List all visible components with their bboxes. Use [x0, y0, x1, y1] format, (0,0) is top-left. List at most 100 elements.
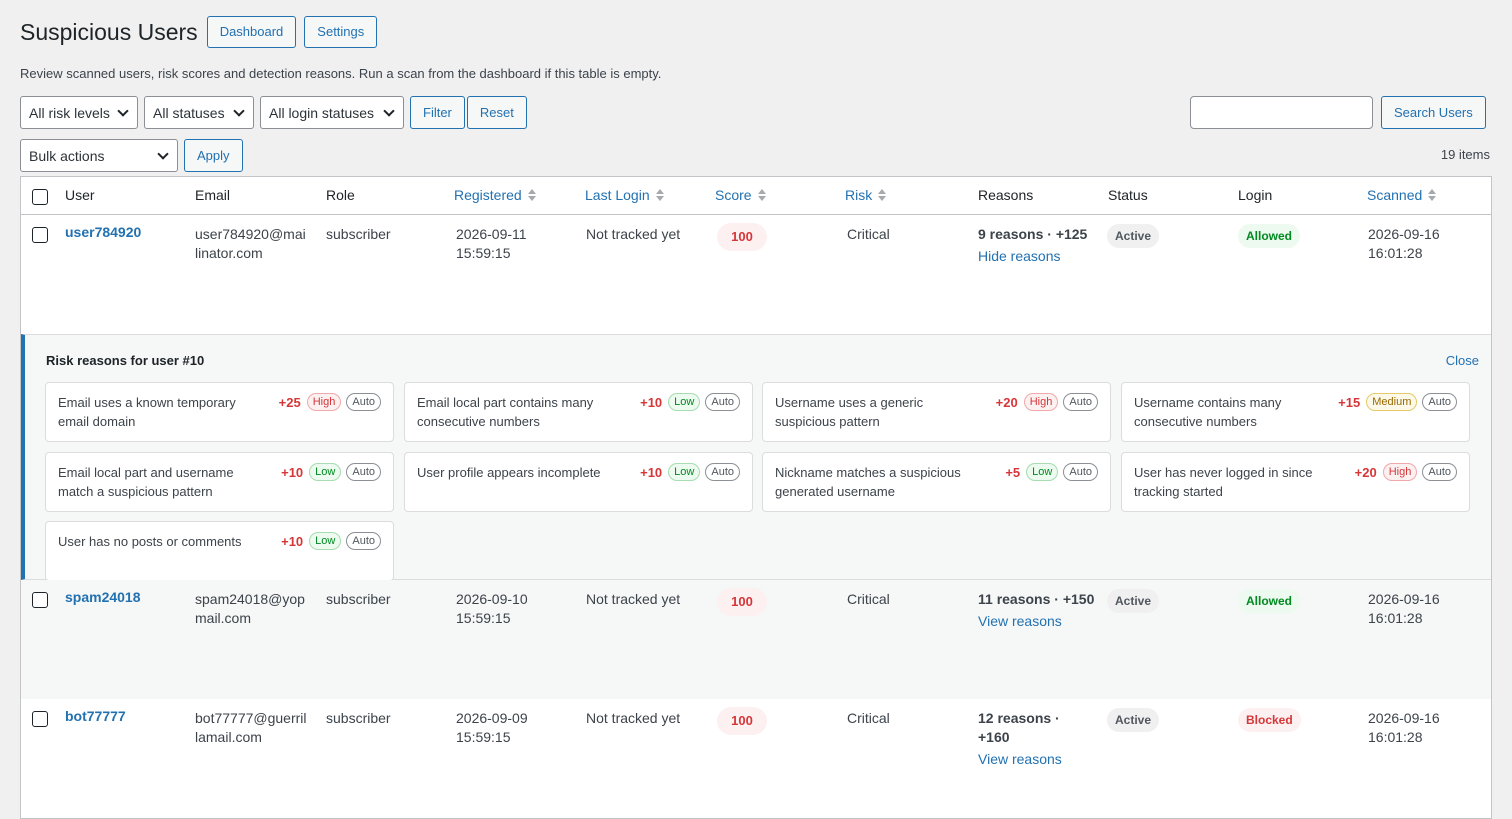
- reset-button[interactable]: Reset: [466, 96, 527, 129]
- auto-badge: Auto: [346, 463, 381, 481]
- reason-text: User has no posts or comments: [58, 534, 242, 549]
- user-link[interactable]: spam24018: [65, 589, 141, 605]
- chevron-down-icon: [233, 104, 245, 117]
- reasons-summary: 11 reasons · +150: [978, 591, 1095, 607]
- severity-badge: Low: [668, 393, 701, 411]
- table-row: spam24018 spam24018@yop mail.com subscri…: [21, 580, 1491, 699]
- role-cell: subscriber: [326, 226, 391, 242]
- reason-meta: +20 High Auto: [1355, 463, 1457, 481]
- reason-points: +20: [1354, 464, 1377, 480]
- reason-card: User has no posts or comments +10 Low Auto: [45, 521, 394, 581]
- reason-text: Email local part and username match a su…: [58, 465, 234, 499]
- user-link[interactable]: bot77777: [65, 708, 126, 724]
- view-reasons-link[interactable]: View reasons: [978, 613, 1062, 629]
- filter-button[interactable]: Filter: [410, 96, 465, 129]
- reason-points: +10: [640, 394, 663, 410]
- reason-card: Username contains many consecutive numbe…: [1121, 382, 1470, 442]
- reason-points: +10: [281, 533, 304, 549]
- search-users-button[interactable]: Search Users: [1381, 96, 1486, 129]
- reason-card: User has never logged in since tracking …: [1121, 452, 1470, 512]
- status-select[interactable]: All statuses: [144, 96, 254, 129]
- severity-badge: High: [1023, 393, 1059, 411]
- severity-badge: Medium: [1366, 393, 1418, 411]
- login-badge: Allowed: [1238, 589, 1301, 613]
- auto-badge: Auto: [705, 463, 740, 481]
- row-checkbox[interactable]: [32, 227, 48, 243]
- reason-card: User profile appears incomplete +10 Low Aut…: [404, 452, 753, 512]
- registered-date: 2026-09-11: [456, 226, 527, 242]
- registered-cell: 2026-09-11 15:59:15: [456, 225, 527, 263]
- bulk-actions-select[interactable]: Bulk actions: [20, 139, 178, 172]
- col-registered-label: Registered: [454, 187, 522, 203]
- sort-icon: [757, 189, 766, 201]
- reason-text: Email uses a known temporary email domai…: [58, 395, 236, 429]
- status-badge: Active: [1107, 224, 1160, 248]
- chevron-down-icon: [157, 147, 169, 160]
- filters-bar: All risk levels All statuses All login s…: [20, 96, 529, 129]
- bulk-actions-value: Bulk actions: [29, 147, 105, 164]
- reason-meta: +20 High Auto: [996, 393, 1098, 411]
- hide-reasons-link[interactable]: Hide reasons: [978, 248, 1061, 264]
- reason-points: +10: [281, 464, 304, 480]
- severity-badge: High: [306, 393, 342, 411]
- apply-button[interactable]: Apply: [184, 139, 243, 172]
- col-scanned[interactable]: Scanned: [1367, 187, 1437, 203]
- registered-time: 15:59:15: [456, 729, 511, 745]
- col-scanned-label: Scanned: [1367, 187, 1423, 203]
- auto-badge: Auto: [705, 393, 740, 411]
- score-badge: 100: [717, 707, 767, 735]
- reasons-cell: 11 reasons · +150 View reasons: [978, 590, 1094, 631]
- email-line: lamail.com: [195, 729, 262, 745]
- reason-points: +20: [995, 394, 1018, 410]
- col-registered[interactable]: Registered: [454, 187, 536, 203]
- sort-icon: [878, 189, 887, 201]
- reason-text: Username contains many consecutive numbe…: [1134, 395, 1282, 429]
- reasons-cell: 9 reasons · +125 Hide reasons: [978, 225, 1087, 266]
- auto-badge: Auto: [346, 393, 381, 411]
- reason-text: User profile appears incomplete: [417, 465, 601, 480]
- select-all-checkbox[interactable]: [32, 189, 48, 205]
- close-reasons-link[interactable]: Close: [1445, 353, 1479, 368]
- auto-badge: Auto: [1063, 463, 1098, 481]
- reason-text: Nickname matches a suspicious generated …: [775, 465, 961, 499]
- scanned-cell: 2026-09-16 16:01:28: [1368, 225, 1440, 263]
- reason-card: Email local part and username match a su…: [45, 452, 394, 512]
- scanned-time: 16:01:28: [1368, 610, 1423, 626]
- risk-level-value: All risk levels: [29, 104, 110, 121]
- reason-text: Email local part contains many consecuti…: [417, 395, 594, 429]
- col-user: User: [65, 187, 95, 203]
- scanned-time: 16:01:28: [1368, 729, 1423, 745]
- user-link[interactable]: user784920: [65, 224, 142, 240]
- col-risk[interactable]: Risk: [845, 187, 887, 203]
- registered-time: 15:59:15: [456, 245, 511, 261]
- row-checkbox[interactable]: [32, 592, 48, 608]
- last-login-cell: Not tracked yet: [586, 591, 681, 607]
- dashboard-button[interactable]: Dashboard: [206, 16, 297, 48]
- severity-badge: Low: [309, 532, 342, 550]
- reasons-summary: +160: [978, 729, 1010, 745]
- col-last-login[interactable]: Last Login: [585, 187, 664, 203]
- chevron-down-icon: [383, 104, 395, 117]
- reason-meta: +10 Low Auto: [640, 393, 740, 411]
- view-reasons-link[interactable]: View reasons: [978, 751, 1062, 767]
- table-row: user784920 user784920@mai linator.com su…: [21, 215, 1491, 334]
- reason-meta: +25 High Auto: [279, 393, 381, 411]
- row-checkbox[interactable]: [32, 711, 48, 727]
- login-badge: Blocked: [1238, 708, 1301, 732]
- scanned-date: 2026-09-16: [1368, 710, 1440, 726]
- status-value: All statuses: [153, 104, 225, 121]
- reasons-summary: 9 reasons · +125: [978, 226, 1088, 242]
- auto-badge: Auto: [1063, 393, 1098, 411]
- col-score[interactable]: Score: [715, 187, 766, 203]
- settings-button[interactable]: Settings: [304, 16, 378, 48]
- scanned-time: 16:01:28: [1368, 245, 1423, 261]
- severity-badge: Low: [668, 463, 701, 481]
- scanned-cell: 2026-09-16 16:01:28: [1368, 590, 1440, 628]
- reason-card: Username uses a generic suspicious patte…: [762, 382, 1111, 442]
- login-status-select[interactable]: All login statuses: [260, 96, 404, 129]
- search-input[interactable]: [1190, 96, 1373, 129]
- risk-level-select[interactable]: All risk levels: [20, 96, 138, 129]
- auto-badge: Auto: [1422, 393, 1457, 411]
- reason-text: Username uses a generic suspicious patte…: [775, 395, 924, 429]
- login-badge: Allowed: [1238, 224, 1301, 248]
